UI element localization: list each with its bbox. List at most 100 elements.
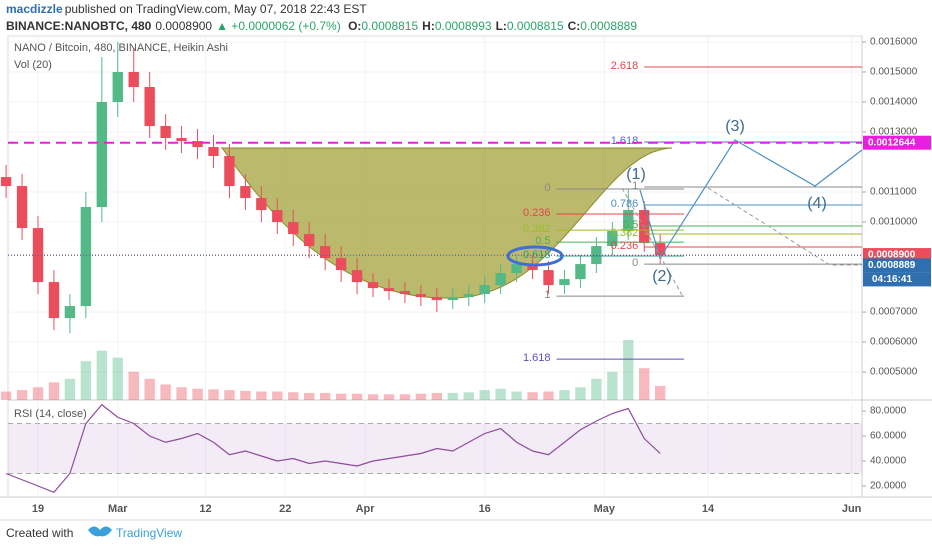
volume-bar <box>176 387 187 400</box>
volume <box>0 340 666 400</box>
footer-created: Created with <box>6 526 73 540</box>
candle-body <box>367 282 379 289</box>
candle-body <box>527 264 538 271</box>
candle-body <box>48 282 60 319</box>
candle-body <box>224 156 235 187</box>
volume-bar <box>272 391 283 400</box>
highlight-ellipse <box>506 245 564 267</box>
brand-logo <box>88 526 112 537</box>
candle-body <box>304 234 315 247</box>
fib-label: 1 <box>544 289 550 301</box>
ohlc-key: H: <box>422 19 435 33</box>
price-label-box <box>863 258 931 273</box>
volume-bar <box>607 371 618 400</box>
x-tick-label: May <box>594 503 616 515</box>
y-tick-label: 0.0016000 <box>870 37 918 48</box>
fib-label: 0 <box>544 182 550 194</box>
candle-body <box>431 297 443 301</box>
candle-body <box>351 270 363 283</box>
candle-body <box>383 288 395 292</box>
volume-bar <box>80 361 92 400</box>
wave-label: (2) <box>652 268 672 285</box>
price-label: 0.0008900 <box>868 250 916 261</box>
fib-label: 1.618 <box>611 135 639 147</box>
candle-body <box>160 126 171 139</box>
y-tick-label: 0.0007000 <box>870 307 918 318</box>
candle-body <box>447 297 458 301</box>
y-tick-label: 0.0005000 <box>870 367 918 378</box>
ohlc-key: L: <box>495 19 507 33</box>
volume-bar <box>399 394 411 400</box>
y-tick-label: 0.0011000 <box>870 187 917 198</box>
fib-label: 0.382 <box>523 223 551 235</box>
fib-label: 0.236 <box>611 240 639 252</box>
volume-bar <box>256 391 267 400</box>
candle-body <box>256 198 267 211</box>
candle-body <box>415 294 427 298</box>
volume-bar <box>367 394 379 400</box>
volume-bar <box>0 391 12 400</box>
fib-label: 0 <box>632 257 638 269</box>
change: ▲ +0.0000062 (+0.7%) <box>216 19 341 33</box>
x-tick-label: Jun <box>842 503 862 515</box>
volume-bar <box>319 392 331 400</box>
ohlc-value: 0.0008815 <box>361 19 419 33</box>
candle-body <box>272 210 283 223</box>
fib-label: 0.786 <box>611 198 639 210</box>
publish-line: macdizzle published on TradingView.com, M… <box>6 2 371 16</box>
footer-brand[interactable]: TradingView <box>116 526 182 540</box>
candle-body <box>288 222 299 235</box>
candle-body <box>335 258 347 271</box>
volume-bar <box>511 391 522 400</box>
axis-labels: 19 Mar 12 22 Apr 16 May 14 Jun 0.0016000 0.0015000… <box>8 37 931 515</box>
rsi-tick-label: 20.0000 <box>870 481 907 492</box>
candle-body <box>607 231 618 247</box>
candle-body <box>16 186 28 229</box>
volume-bar <box>32 387 44 400</box>
candle-body <box>240 186 251 199</box>
wave-path <box>639 139 863 260</box>
candle-body <box>208 147 219 157</box>
ohlc: O:0.0008815 H:0.0008993 L:0.0008815 C:0.000… <box>348 19 641 33</box>
volume-bar <box>208 389 219 400</box>
candle-body <box>144 87 155 127</box>
candles <box>0 42 666 334</box>
y-tick-label: 0.0014000 <box>870 97 918 108</box>
symbol-line: BINANCE:NANOBTC, 480 0.0008900 ▲ +0.000006… <box>6 19 645 33</box>
rsi-tick-label: 60.0000 <box>870 431 907 442</box>
volume-bar <box>351 393 363 400</box>
fib-label: 1 <box>632 180 638 192</box>
candle-body <box>559 279 570 286</box>
volume-bar <box>415 393 427 400</box>
wave-label: (4) <box>807 195 827 212</box>
x-tick-label: 19 <box>32 503 44 515</box>
y-tick-label: 0.0015000 <box>870 67 918 78</box>
candle-body <box>32 228 44 283</box>
y-tick-label: 0.0013000 <box>870 127 918 138</box>
rsi-tick-label: 80.0000 <box>870 406 907 417</box>
volume-bar <box>128 371 139 400</box>
rsi-pane: 80.0000 60.0000 40.0000 20.0000 <box>5 403 907 493</box>
x-tick-label: 22 <box>279 503 291 515</box>
volume-bar <box>479 390 490 400</box>
fib-label: 0.5 <box>623 219 638 231</box>
rsi-line <box>5 403 661 493</box>
rsi-title: RSI (14, close) <box>14 408 87 420</box>
y-tick-label: 0.0006000 <box>870 337 918 348</box>
countdown: 04:16:41 <box>872 274 912 285</box>
candle-body <box>64 306 76 319</box>
x-tick-label: 12 <box>199 503 211 515</box>
candle-body <box>511 264 522 274</box>
volume-bar <box>144 378 155 400</box>
published: published on TradingView.com, May 07, 20… <box>64 2 367 16</box>
candle-body <box>128 72 139 88</box>
volume-bar <box>96 350 107 400</box>
author[interactable]: macdizzle <box>6 2 63 16</box>
candle-body <box>495 273 506 286</box>
x-tick-label: 14 <box>702 503 715 515</box>
fib-label: 0.236 <box>523 207 551 219</box>
candle-body <box>575 264 586 280</box>
volume-bar <box>591 378 602 400</box>
